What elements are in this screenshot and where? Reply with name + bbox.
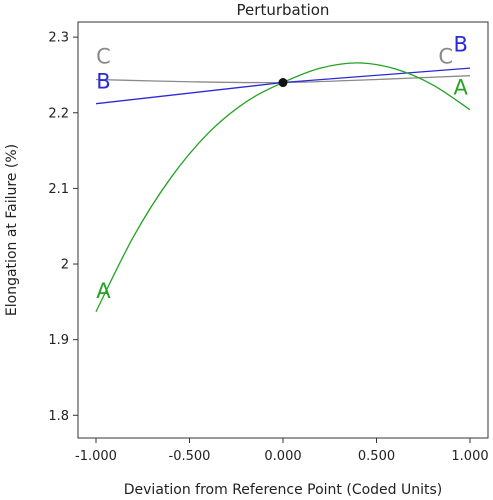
series-label-b: B	[96, 70, 110, 94]
x-axis-title: Deviation from Reference Point (Coded Un…	[124, 482, 443, 498]
y-axis: 1.8 1.9 2 2.1 2.2 2.3	[48, 31, 78, 424]
x-tick-label: -0.500	[169, 449, 211, 464]
series-label-b: B	[453, 32, 467, 56]
series-layer	[95, 62, 471, 312]
series-label-a: A	[96, 279, 111, 303]
reference-point	[278, 78, 288, 88]
x-axis: -1.000 -0.500 0.000 0.500 1.000	[75, 438, 489, 464]
y-tick-label: 1.9	[48, 333, 69, 348]
series-label-c: C	[438, 45, 453, 69]
y-tick-label: 1.8	[48, 409, 69, 424]
series-label-c: C	[96, 45, 111, 69]
x-tick-label: 1.000	[451, 449, 488, 464]
y-tick-label: 2.2	[48, 106, 69, 121]
series-label-a: A	[453, 76, 468, 100]
x-tick-label: -1.000	[75, 449, 117, 464]
chart-title: Perturbation	[237, 1, 330, 19]
y-tick-label: 2	[61, 258, 69, 273]
y-tick-label: 2.3	[48, 31, 69, 46]
y-tick-label: 2.1	[48, 182, 69, 197]
series-line-a	[95, 62, 471, 312]
y-axis-title: Elongation at Failure (%)	[4, 144, 20, 316]
x-tick-label: 0.000	[264, 449, 301, 464]
x-tick-label: 0.500	[358, 449, 395, 464]
